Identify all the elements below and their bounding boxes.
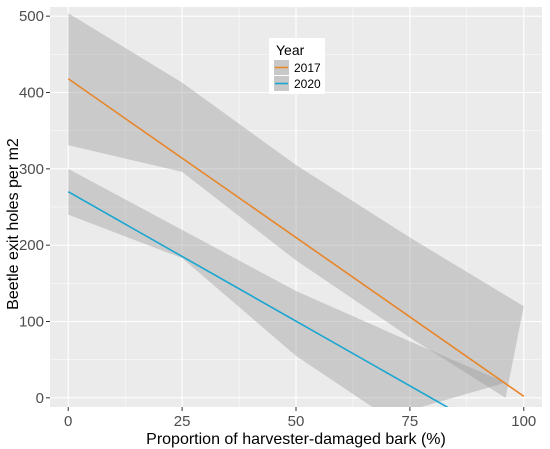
- confidence-ribbons: [68, 13, 524, 407]
- y-tick-label: 500: [19, 8, 44, 25]
- legend-label: 2020: [294, 77, 321, 91]
- y-tick-label: 200: [19, 237, 44, 254]
- y-tick-label: 0: [36, 390, 44, 407]
- y-tick-label: 100: [19, 314, 44, 331]
- legend-title: Year: [276, 42, 305, 58]
- ribbon-2020: [68, 168, 506, 407]
- y-tick-label: 400: [19, 84, 44, 101]
- x-tick-label: 100: [511, 413, 536, 430]
- ribbon-2017: [68, 13, 524, 398]
- grid: [50, 7, 542, 407]
- x-tick-label: 75: [402, 413, 419, 430]
- x-tick-label: 0: [64, 413, 72, 430]
- regression-lines: [67, 78, 525, 407]
- legend-label: 2017: [294, 61, 321, 75]
- x-axis-title: Proportion of harvester-damaged bark (%): [146, 431, 446, 448]
- line-2020: [67, 191, 449, 407]
- axes: 0 25 50 75 100 0 100 200 300 400 500: [19, 8, 536, 430]
- x-tick-label: 50: [288, 413, 305, 430]
- x-tick-label: 25: [174, 413, 191, 430]
- y-axis-title: Beetle exit holes per m2: [5, 138, 22, 310]
- legend: Year 2017 2020: [269, 38, 325, 94]
- y-tick-label: 300: [19, 161, 44, 178]
- line-2017: [67, 78, 525, 397]
